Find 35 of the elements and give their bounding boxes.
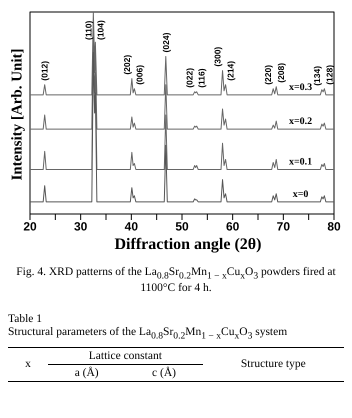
x-tick-label: 40 (124, 220, 138, 234)
annotation: (104) (95, 20, 106, 40)
text: Structural parameters of the La$_{0.8}$Sr$_{0.2}$Mn$_{1 − x}$Cu$_{x}$O$_{3}$ system (8, 326, 288, 342)
x-axis-title: Diffraction angle (2θ) (114, 236, 262, 254)
x-tick-label: 50 (175, 220, 189, 234)
annotation: (116) (196, 68, 207, 88)
text: Lattice constant (48, 347, 203, 364)
series-label: x=0.3 (288, 82, 312, 93)
x-tick-label: 60 (226, 220, 240, 234)
text: x (24, 357, 32, 372)
series-label: x=0.2 (288, 116, 312, 128)
caption: Table 1 (8, 313, 44, 326)
x-tick-label: 70 (276, 220, 290, 234)
text: a (Å) (74, 366, 100, 381)
text: Fig. 4. XRD patterns of the La$_{0.8}$Sr$_{0.2}$Mn$_{1 − x}$Cu$_{x}$O$_{3}$ powders fired at 1100°C for 4 h. (16, 266, 336, 294)
annotation: (012) (40, 60, 50, 81)
annotation: (110) (83, 20, 94, 40)
annotation: (202) (122, 54, 132, 75)
y-axis-title: Intensity [Arb. Unit] (10, 47, 26, 183)
annotation: (134) (312, 66, 322, 86)
x-tick-label: 20 (23, 220, 37, 234)
annotation: (128) (324, 64, 334, 85)
series-label: x=0 (292, 188, 308, 200)
series-label: x=0.1 (288, 156, 312, 168)
x-tick-label: 30 (74, 220, 88, 234)
annotation: (214) (226, 60, 236, 81)
annotation: (022) (184, 68, 195, 88)
x-tick-label: 80 (327, 220, 341, 234)
text: c (Å) (151, 366, 177, 381)
annotation: (208) (276, 62, 286, 83)
annotation: (024) (160, 32, 171, 52)
text: Structure type (240, 357, 307, 372)
annotation: (220) (263, 64, 274, 85)
annotation: (300) (212, 46, 223, 67)
annotation: (006) (134, 64, 144, 85)
